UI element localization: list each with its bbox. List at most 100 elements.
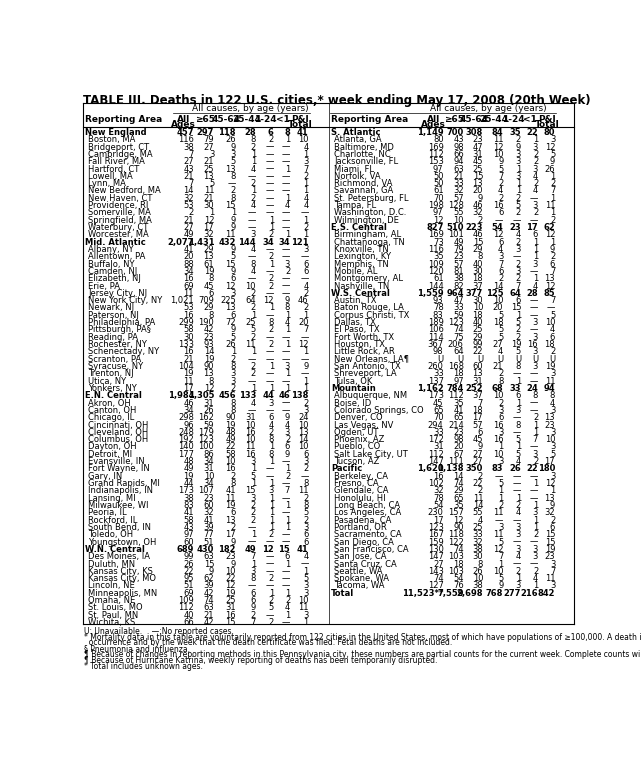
Text: 10: 10 [226, 457, 236, 466]
Text: 23: 23 [453, 428, 463, 437]
Text: 29: 29 [204, 245, 214, 254]
Text: 298: 298 [178, 413, 194, 423]
Text: 58: 58 [225, 449, 236, 459]
Text: 2: 2 [303, 289, 309, 298]
Text: 10: 10 [298, 596, 309, 605]
Text: 35: 35 [510, 128, 521, 137]
Text: 16: 16 [246, 449, 256, 459]
Text: 12: 12 [493, 231, 503, 239]
Text: 107: 107 [198, 487, 214, 496]
Text: 3: 3 [498, 406, 503, 415]
Text: 34: 34 [183, 406, 194, 415]
Text: 248: 248 [178, 428, 194, 437]
Text: 6: 6 [498, 208, 503, 217]
Text: 97: 97 [433, 164, 444, 173]
Text: 8: 8 [231, 194, 236, 203]
Text: 30: 30 [204, 201, 214, 210]
Text: 3: 3 [498, 523, 503, 532]
Text: —: — [529, 304, 538, 312]
Text: 4: 4 [251, 164, 256, 173]
Text: 46: 46 [298, 296, 309, 305]
Text: 1: 1 [269, 362, 274, 371]
Text: 230: 230 [428, 508, 444, 517]
Text: 83: 83 [433, 311, 444, 320]
Text: 47: 47 [453, 296, 463, 305]
Text: 83: 83 [183, 501, 194, 510]
Text: 1: 1 [533, 274, 538, 283]
Text: 31: 31 [246, 413, 256, 423]
Text: 39: 39 [204, 581, 214, 591]
Text: Mobile, AL: Mobile, AL [335, 267, 378, 276]
Text: —: — [495, 472, 503, 481]
Text: 8: 8 [269, 435, 274, 444]
Text: 456: 456 [219, 391, 236, 400]
Text: 69: 69 [183, 589, 194, 598]
Text: 3: 3 [533, 318, 538, 327]
Text: 2: 2 [285, 596, 290, 605]
Text: —: — [301, 369, 309, 379]
Text: 3: 3 [533, 508, 538, 517]
Text: 5: 5 [303, 508, 309, 517]
Text: 94: 94 [453, 157, 463, 167]
Text: 2: 2 [533, 179, 538, 188]
Text: 10: 10 [204, 472, 214, 481]
Text: 3: 3 [516, 545, 521, 554]
Text: —: — [282, 172, 290, 181]
Text: 7: 7 [550, 567, 555, 576]
Text: 42: 42 [204, 618, 214, 627]
Text: P&I: P&I [292, 115, 309, 124]
Text: 3: 3 [303, 457, 309, 466]
Text: 44: 44 [183, 479, 194, 488]
Text: 4: 4 [533, 281, 538, 291]
Text: San Diego, CA: San Diego, CA [335, 537, 394, 547]
Text: 2: 2 [533, 413, 538, 423]
Text: 182: 182 [219, 545, 236, 554]
Text: 2: 2 [303, 399, 309, 408]
Text: 3: 3 [251, 457, 256, 466]
Text: 61: 61 [433, 187, 444, 196]
Text: 15: 15 [226, 618, 236, 627]
Text: 4: 4 [533, 574, 538, 583]
Text: 49: 49 [183, 231, 194, 239]
Text: 9: 9 [285, 296, 290, 305]
Text: Lynn, MA: Lynn, MA [88, 179, 126, 188]
Text: —: — [529, 406, 538, 415]
Text: 6: 6 [478, 428, 483, 437]
Text: 1: 1 [516, 399, 521, 408]
Text: 94: 94 [544, 384, 555, 393]
Text: 10: 10 [298, 443, 309, 452]
Text: 42: 42 [204, 589, 214, 598]
Text: 98: 98 [453, 435, 463, 444]
Text: 27: 27 [472, 449, 483, 459]
Text: 1,620: 1,620 [417, 464, 444, 473]
Text: Lexington, KY: Lexington, KY [335, 252, 391, 261]
Text: 842: 842 [538, 589, 555, 598]
Text: 5: 5 [231, 157, 236, 167]
Text: 23: 23 [510, 223, 521, 232]
Text: 223: 223 [465, 223, 483, 232]
Text: 1: 1 [269, 223, 274, 232]
Text: 97: 97 [453, 377, 463, 386]
Text: 22: 22 [526, 128, 538, 137]
Text: 3: 3 [533, 348, 538, 356]
Text: 2: 2 [516, 237, 521, 247]
Text: —: — [529, 216, 538, 224]
Text: Duluth, MN: Duluth, MN [88, 560, 135, 568]
Text: Lowell, MA: Lowell, MA [88, 172, 133, 181]
Text: 9: 9 [231, 560, 236, 568]
Text: 4: 4 [251, 245, 256, 254]
Text: 21: 21 [204, 611, 214, 620]
Text: 7: 7 [533, 435, 538, 444]
Text: 1: 1 [498, 560, 503, 568]
Text: 62: 62 [204, 574, 214, 583]
Text: 3: 3 [303, 245, 309, 254]
Text: 22: 22 [226, 574, 236, 583]
Text: —: — [513, 487, 521, 496]
Text: 123: 123 [448, 318, 463, 327]
Text: Akron, OH: Akron, OH [88, 399, 131, 408]
Text: —: — [513, 472, 521, 481]
Text: 32: 32 [545, 508, 555, 517]
Text: 74: 74 [204, 596, 214, 605]
Text: 5: 5 [251, 325, 256, 335]
Text: 2: 2 [478, 216, 483, 224]
